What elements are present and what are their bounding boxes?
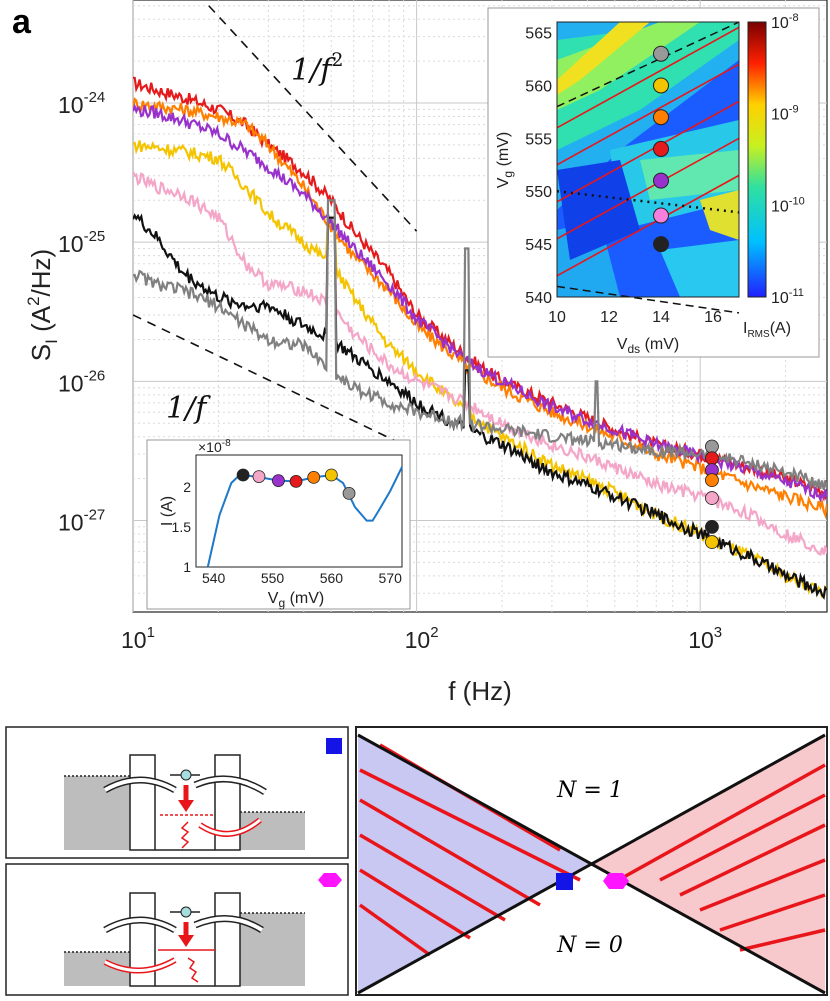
colorbar-ticks: 10-8 10-9 10-10 10-11: [771, 12, 805, 307]
heatmap-x-tick: 16: [704, 309, 722, 326]
y-tick-label: 10-24: [58, 89, 105, 118]
iv-marker-4: [307, 470, 321, 484]
reference-lines: [133, 5, 418, 446]
heatmap-marker-4: [653, 172, 669, 189]
label-n0: N = 0: [556, 933, 623, 958]
heatmap-dashed-bottom: [556, 285, 740, 314]
magenta-hexagon-legend: [318, 873, 342, 887]
iv-marker-1: [252, 470, 266, 484]
right-transition-line-1: [659, 793, 826, 882]
heatmap-red-line-3: [556, 63, 740, 166]
left-transition-line-0: [359, 768, 581, 882]
right-marker-1: [705, 451, 719, 466]
right-marker-0: [705, 439, 719, 454]
x-tick-label: 101: [121, 624, 155, 653]
y-tick-label: 10-26: [58, 367, 105, 396]
y-axis-label: SI (A2/Hz): [24, 249, 61, 361]
colorbar-tick: 10-11: [771, 287, 804, 307]
x-axis-label: f (Hz): [448, 676, 512, 706]
heatmap-dashed-top: [556, 21, 740, 108]
heatmap-y-tick: 555: [525, 131, 552, 148]
left-transition-line-2: [359, 833, 506, 922]
iv-x-tick: 570: [379, 570, 403, 586]
heatmap-image: [557, 22, 739, 297]
heatmap-ticks: 10 12 14 16 540 545 550 555 560 565: [525, 26, 722, 326]
heatmap-y-tick: 545: [525, 237, 552, 254]
iv-y-tick: 1: [183, 559, 191, 575]
colorbar: [747, 21, 767, 298]
heatmap-ylabel: Vg (mV): [495, 132, 515, 188]
heatmap-x-tick: 10: [548, 309, 566, 326]
iv-x-tick: 550: [261, 570, 285, 586]
colorbar-tick: 10-9: [771, 104, 799, 124]
right-transition-line-3: [699, 858, 826, 912]
heatmap-y-tick: 550: [525, 184, 552, 201]
blue-square-legend: [326, 738, 342, 754]
right-marker-6: [705, 535, 719, 549]
right-transition-line-4: [719, 893, 826, 932]
coulomb-diamond: N = 1 N = 0: [355, 726, 828, 996]
colorbar-tick: 10-10: [771, 195, 805, 215]
heatmap-red-line-4: [556, 26, 740, 129]
iv-ylabel: I (A): [159, 496, 176, 526]
right-transition-line-2: [679, 823, 826, 897]
heatmap-marker-1: [653, 77, 669, 94]
heatmap-red-line-0: [556, 174, 740, 277]
reference-line-0: [208, 5, 418, 232]
left-transition-line-1: [359, 798, 541, 907]
left-transition-line-4: [358, 903, 432, 957]
right-markers: [705, 439, 719, 549]
iv-marker-6: [342, 486, 356, 500]
blue-square-marker: [556, 873, 573, 890]
iv-markers: [236, 468, 356, 500]
heatmap-y-tick: 565: [525, 26, 552, 43]
label-1-over-f2: 1/f2: [291, 49, 343, 88]
heatmap-marker-0: [653, 45, 669, 62]
label-1-over-f: 1/f: [166, 391, 211, 426]
heatmap-lines: [556, 21, 740, 314]
x-tick-label: 102: [405, 624, 439, 653]
reference-line-1: [133, 314, 404, 446]
heatmap-red-line-2: [556, 100, 740, 203]
heatmap-marker-5: [653, 207, 669, 224]
schematic-bottom: [5, 863, 349, 996]
right-marker-5: [705, 519, 719, 534]
iv-marker-3: [289, 474, 303, 488]
heatmap-y-tick: 560: [525, 78, 552, 95]
label-n1: N = 1: [556, 778, 623, 803]
right-transition-line-5: [739, 928, 826, 952]
heatmap-y-tick: 540: [525, 290, 552, 307]
iv-x-tick: 560: [320, 570, 344, 586]
iv-y-tick: 1.5: [172, 519, 192, 535]
x-tick-label: 103: [688, 624, 722, 653]
heatmap-dotted: [556, 189, 740, 214]
heatmap-marker-3: [653, 140, 669, 157]
heatmap-marker-6: [653, 236, 669, 253]
right-transition-line-0: [621, 763, 826, 880]
right-marker-3: [705, 473, 719, 488]
y-tick-label: 10-27: [58, 506, 105, 535]
heatmap-red-line-1: [556, 137, 740, 240]
iv-marker-2: [271, 474, 285, 488]
schematic-top: [5, 726, 349, 859]
magenta-hexagon-marker: [603, 873, 629, 889]
heatmap-marker-2: [653, 109, 669, 126]
iv-y-tick: 2: [183, 479, 191, 495]
heatmap-markers: [653, 45, 669, 253]
iv-marker-5: [324, 468, 338, 482]
heatmap-x-tick: 14: [652, 309, 670, 326]
iv-x-tick: 540: [202, 570, 226, 586]
colorbar-tick: 10-8: [771, 12, 799, 32]
right-marker-4: [705, 491, 719, 505]
left-transition-line-3: [359, 868, 471, 940]
iv-ticks: 540 550 560 570 1 1.5 2: [172, 479, 403, 586]
iv-marker-0: [236, 468, 250, 482]
heatmap-x-tick: 12: [600, 309, 618, 326]
panel-a-letter: a: [12, 3, 32, 41]
y-tick-label: 10-25: [58, 228, 105, 257]
